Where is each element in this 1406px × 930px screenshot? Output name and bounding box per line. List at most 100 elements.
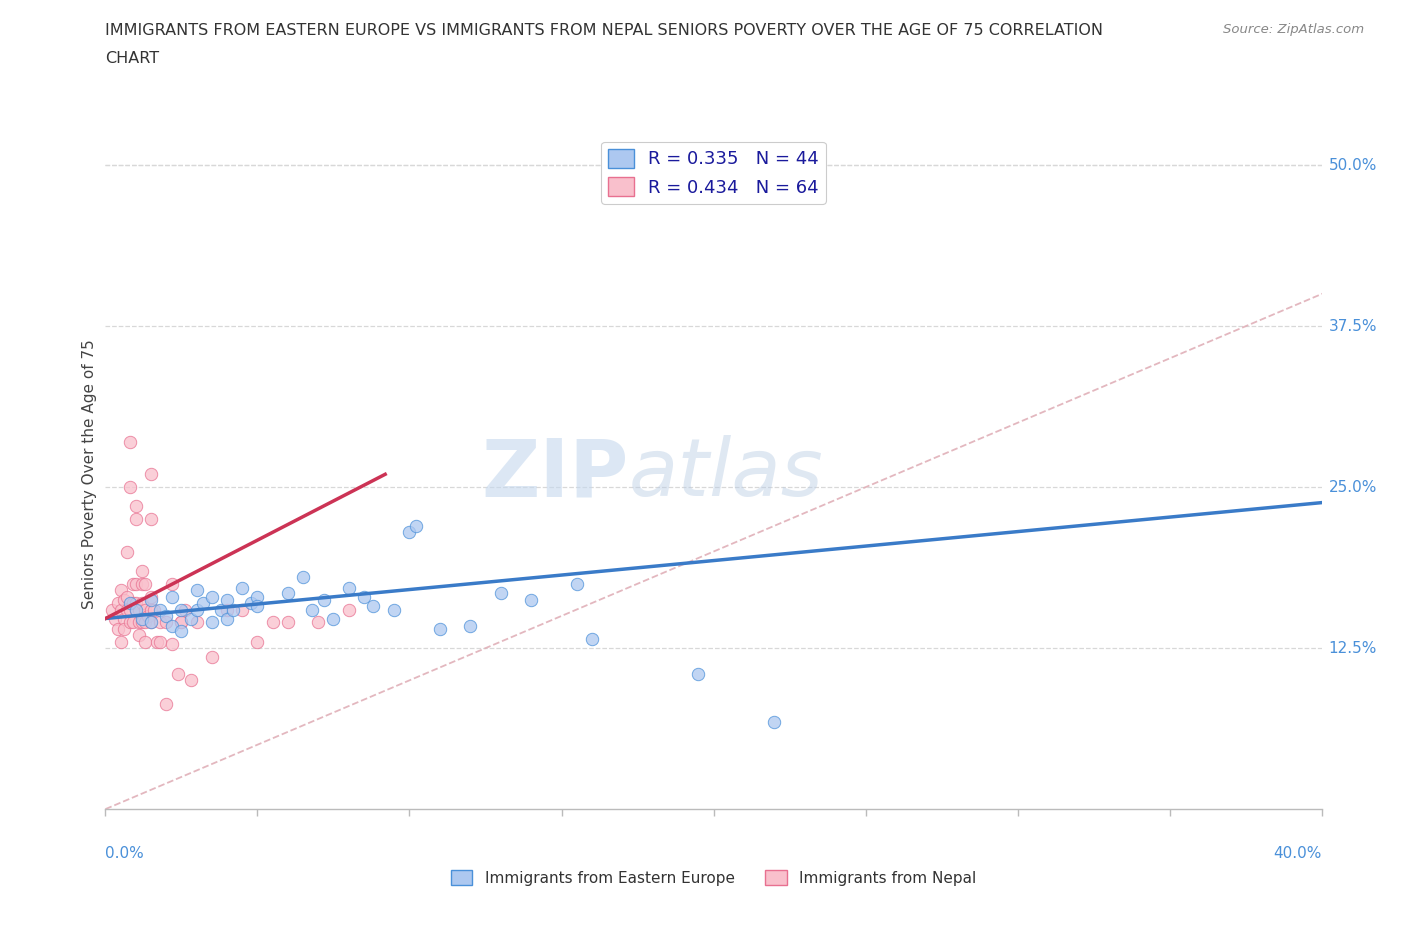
Point bbox=[146, 634, 169, 649]
Point bbox=[201, 615, 224, 630]
Point bbox=[110, 634, 132, 649]
Point bbox=[180, 611, 202, 626]
Point bbox=[134, 615, 156, 630]
Point bbox=[520, 593, 543, 608]
Point bbox=[107, 595, 129, 610]
Point bbox=[131, 577, 153, 591]
Point bbox=[186, 602, 208, 617]
Point bbox=[149, 615, 172, 630]
Point bbox=[139, 590, 162, 604]
Text: atlas: atlas bbox=[628, 435, 823, 513]
Point bbox=[107, 621, 129, 636]
Point bbox=[180, 673, 202, 688]
Point bbox=[489, 585, 512, 600]
Point bbox=[307, 615, 329, 630]
Point bbox=[246, 634, 269, 649]
Point bbox=[337, 602, 360, 617]
Point bbox=[337, 580, 360, 595]
Point bbox=[121, 615, 143, 630]
Point bbox=[240, 595, 263, 610]
Point bbox=[112, 593, 135, 608]
Point bbox=[128, 602, 150, 617]
Text: 40.0%: 40.0% bbox=[1274, 846, 1322, 861]
Point bbox=[277, 615, 299, 630]
Point bbox=[125, 577, 148, 591]
Point bbox=[110, 583, 132, 598]
Text: CHART: CHART bbox=[105, 51, 159, 66]
Point bbox=[112, 611, 135, 626]
Point bbox=[136, 608, 159, 623]
Point bbox=[246, 590, 269, 604]
Point bbox=[688, 667, 710, 682]
Point bbox=[125, 602, 148, 617]
Point bbox=[118, 434, 141, 449]
Point bbox=[201, 590, 224, 604]
Point bbox=[314, 593, 336, 608]
Point bbox=[186, 615, 208, 630]
Point bbox=[162, 618, 184, 633]
Point bbox=[170, 615, 193, 630]
Point bbox=[162, 590, 184, 604]
Point bbox=[222, 602, 245, 617]
Point bbox=[128, 615, 150, 630]
Point bbox=[118, 615, 141, 630]
Point bbox=[217, 611, 239, 626]
Point bbox=[125, 499, 148, 514]
Point bbox=[125, 595, 148, 610]
Point bbox=[292, 570, 315, 585]
Point bbox=[103, 611, 125, 626]
Point bbox=[118, 480, 141, 495]
Point bbox=[191, 595, 214, 610]
Point bbox=[246, 598, 269, 613]
Point bbox=[361, 598, 384, 613]
Point bbox=[763, 714, 786, 729]
Point bbox=[100, 602, 122, 617]
Point bbox=[149, 602, 172, 617]
Point bbox=[139, 467, 162, 482]
Point bbox=[131, 615, 153, 630]
Point bbox=[322, 611, 344, 626]
Point bbox=[231, 602, 253, 617]
Point bbox=[353, 590, 375, 604]
Point bbox=[262, 615, 284, 630]
Point bbox=[110, 602, 132, 617]
Point bbox=[134, 602, 156, 617]
Point bbox=[167, 667, 190, 682]
Y-axis label: Seniors Poverty Over the Age of 75: Seniors Poverty Over the Age of 75 bbox=[82, 339, 97, 609]
Point bbox=[382, 602, 405, 617]
Point bbox=[170, 624, 193, 639]
Point bbox=[112, 621, 135, 636]
Point bbox=[429, 621, 451, 636]
Point bbox=[186, 583, 208, 598]
Point bbox=[115, 602, 138, 617]
Point bbox=[581, 631, 603, 646]
Point bbox=[131, 564, 153, 578]
Text: ZIP: ZIP bbox=[481, 435, 628, 513]
Point bbox=[162, 637, 184, 652]
Point bbox=[209, 602, 232, 617]
Point bbox=[115, 590, 138, 604]
Point bbox=[405, 518, 427, 533]
Point bbox=[139, 615, 162, 630]
Point bbox=[217, 602, 239, 617]
Point bbox=[398, 525, 420, 539]
Point bbox=[170, 602, 193, 617]
Point bbox=[565, 577, 588, 591]
Point bbox=[162, 577, 184, 591]
Text: 0.0%: 0.0% bbox=[105, 846, 145, 861]
Point bbox=[231, 580, 253, 595]
Point bbox=[201, 650, 224, 665]
Point bbox=[125, 512, 148, 526]
Point bbox=[170, 615, 193, 630]
Text: IMMIGRANTS FROM EASTERN EUROPE VS IMMIGRANTS FROM NEPAL SENIORS POVERTY OVER THE: IMMIGRANTS FROM EASTERN EUROPE VS IMMIGR… bbox=[105, 23, 1104, 38]
Point bbox=[139, 615, 162, 630]
Point bbox=[128, 628, 150, 643]
Point bbox=[173, 602, 195, 617]
Point bbox=[301, 602, 323, 617]
Point bbox=[115, 544, 138, 559]
Point bbox=[121, 577, 143, 591]
Point bbox=[155, 615, 177, 630]
Text: 12.5%: 12.5% bbox=[1329, 641, 1376, 656]
Point bbox=[134, 577, 156, 591]
Point bbox=[131, 611, 153, 626]
